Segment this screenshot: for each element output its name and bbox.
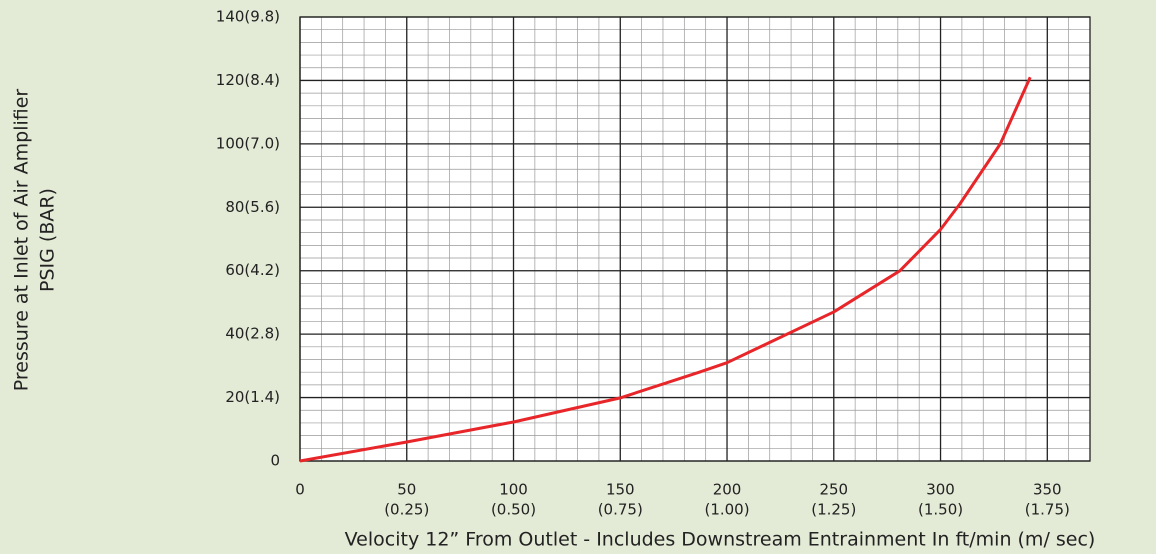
- plot-border: [299, 16, 1091, 462]
- y-tick-label: 40(2.8): [225, 325, 280, 343]
- x-tick-label: 150: [606, 481, 635, 499]
- x-tick-label-secondary: (1.00): [704, 501, 749, 519]
- x-tick-label-secondary: (0.25): [384, 501, 429, 519]
- y-tick-label: 20(1.4): [225, 388, 280, 406]
- x-tick-label-secondary: (0.75): [598, 501, 643, 519]
- line: [299, 76, 1032, 463]
- y-tick-label: 80(5.6): [225, 198, 280, 216]
- y-tick-label: 140(9.8): [216, 8, 280, 26]
- x-tick-label: 0: [295, 481, 305, 499]
- y-tick-label: 60(4.2): [225, 261, 280, 279]
- x-tick-label-secondary: (1.75): [1025, 501, 1070, 519]
- y-axis-label: PSIG (BAR): [37, 188, 59, 292]
- y-tick-label: 120(8.4): [216, 71, 280, 89]
- y-axis-label: Pressure at Inlet of Air Amplifier: [11, 89, 33, 392]
- x-tick-label-secondary: (1.25): [811, 501, 856, 519]
- x-tick-label: 100: [499, 481, 528, 499]
- x-tick-label: 350: [1033, 481, 1062, 499]
- y-tick-label: 100(7.0): [216, 134, 280, 152]
- y-tick-label: 0: [270, 452, 280, 470]
- x-axis-label: Velocity 12” From Outlet - Includes Down…: [345, 529, 1096, 551]
- plot-area: [300, 17, 1090, 461]
- x-tick-label-secondary: (1.50): [918, 501, 963, 519]
- x-tick-label-secondary: (0.50): [491, 501, 536, 519]
- x-tick-label: 300: [926, 481, 955, 499]
- x-tick-label: 50: [397, 481, 416, 499]
- x-tick-label: 200: [713, 481, 742, 499]
- x-tick-label: 250: [819, 481, 848, 499]
